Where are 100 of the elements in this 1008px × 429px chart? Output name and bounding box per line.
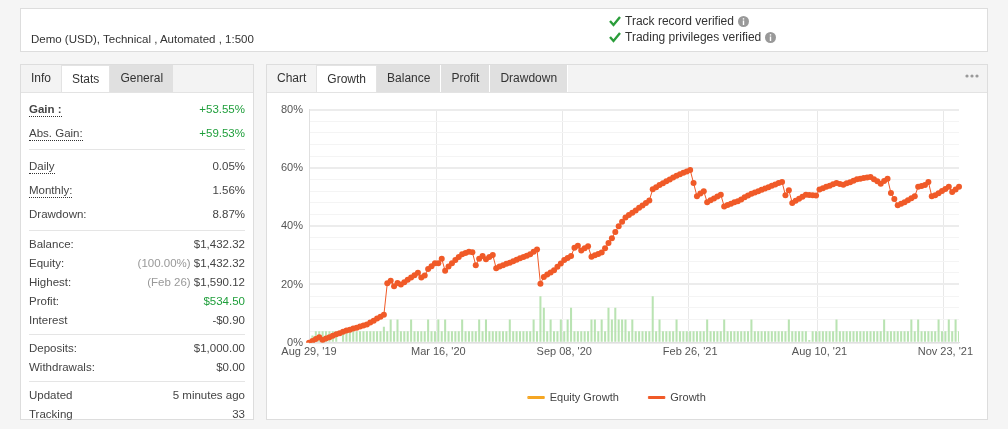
bar [583,331,586,342]
bar [372,331,375,342]
bar [842,331,845,342]
bar [641,331,644,342]
bar [767,331,770,342]
bar [689,331,692,342]
bar [872,331,875,342]
bar [525,331,528,342]
bar [849,331,852,342]
bar [634,331,637,342]
bar [920,331,923,342]
bar [917,319,920,342]
text: (Feb 26) $1,590.12 [147,275,245,290]
bar [692,331,695,342]
bar [685,331,688,342]
bar [815,331,818,342]
bar [910,319,913,342]
bar [478,319,481,342]
bar [811,331,814,342]
bar [835,319,838,342]
bar [382,326,385,342]
bar [733,331,736,342]
bar [624,319,627,342]
x-tick-label: Aug 10, '21 [791,345,848,358]
bar [927,331,930,342]
text: Stats [61,65,111,92]
text: Interest [29,313,68,328]
bar [787,319,790,342]
bar [695,331,698,342]
x-tick-label: Mar 16, '20 [410,345,466,358]
bar [396,319,399,342]
bar [450,331,453,342]
bar [770,331,773,342]
text: Abs. Gain: [29,125,83,141]
text: +59.53% [199,126,245,141]
bar [638,331,641,342]
text: Drawdown [490,65,569,92]
text: Drawdown: [29,207,87,222]
bar [607,307,610,342]
x-tick-label: Nov 23, '21 [917,345,974,358]
bar [723,319,726,342]
bar [672,331,675,342]
text: Updated [29,388,73,403]
bar [437,319,440,342]
text: Growth [316,65,378,92]
bar [644,331,647,342]
bar [828,331,831,342]
bar [682,331,685,342]
bar [505,331,508,342]
bar [764,331,767,342]
bar [365,331,368,342]
bar [934,331,937,342]
bar [498,331,501,342]
bar [532,319,535,342]
bar [889,331,892,342]
text: Tracking [29,407,73,422]
text: $1,000.00 [193,341,245,356]
bar [706,319,709,342]
text: 5 minutes ago [172,388,245,403]
text: Balance [377,65,442,92]
bar [376,331,379,342]
bar [896,331,899,342]
bar [740,331,743,342]
bar [369,331,372,342]
bar [900,331,903,342]
bar [774,331,777,342]
bar [600,319,603,342]
x-tick-label: Aug 29, '19 [281,345,337,358]
bar [454,331,457,342]
bar [798,331,801,342]
y-tick-label: 40% [280,219,304,232]
bar [699,331,702,342]
bar [923,331,926,342]
bar [726,331,729,342]
bar [665,331,668,342]
bar [529,331,532,342]
bar [855,331,858,342]
bar [515,331,518,342]
legend-label: Growth [670,390,706,403]
bar [944,331,947,342]
bar [937,319,940,342]
bar [631,319,634,342]
bar [491,331,494,342]
x-tick-label: Sep 08, '20 [536,345,592,358]
bar [427,319,430,342]
text: Deposits: [29,341,77,356]
bar [743,331,746,342]
text: Gain : [29,101,62,117]
bar [508,319,511,342]
text: Daily [29,158,55,174]
bar [386,331,389,342]
text: Track record verified [625,14,734,28]
bar [852,331,855,342]
bar [464,331,467,342]
bar [869,331,872,342]
bar [893,331,896,342]
text: Demo (USD), Technical , Automated , 1:500 [31,33,254,45]
bar [801,331,804,342]
text: $534.50 [203,294,245,309]
bar [614,307,617,342]
